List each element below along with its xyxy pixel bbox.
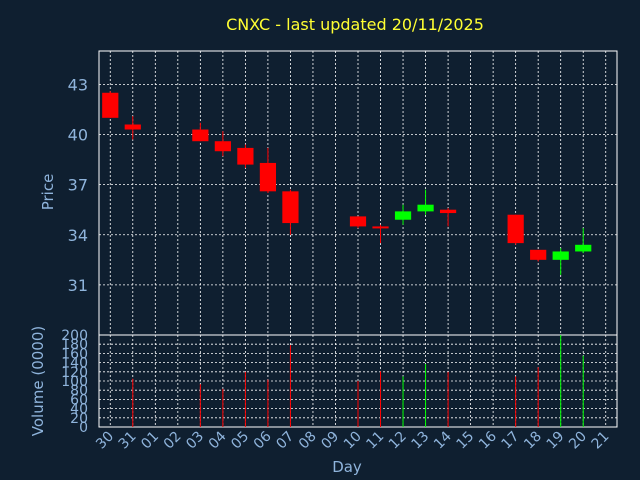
volume-tick-label: 40: [70, 402, 88, 418]
price-tick-label: 43: [68, 75, 88, 94]
price-tick-label: 31: [68, 276, 88, 295]
volume-tick-label: 100: [61, 374, 88, 390]
price-tick-label: 34: [68, 226, 88, 245]
x-tick-label: 07: [273, 429, 297, 453]
x-tick-label: 13: [408, 429, 432, 453]
volume-tick-label: 0: [79, 420, 88, 436]
volume-tick-label: 80: [70, 383, 88, 399]
price-axis-label: Price: [39, 174, 57, 211]
x-axis: 3031010203040506070809101112131415161718…: [93, 428, 612, 452]
x-tick-label: 30: [93, 429, 117, 453]
x-tick-label: 19: [544, 429, 568, 453]
chart-title: CNXC - last updated 20/11/2025: [226, 15, 484, 34]
x-tick-label: 16: [476, 428, 500, 452]
candle-body: [282, 191, 299, 224]
volume-tick-label: 20: [70, 411, 88, 427]
candle-body: [102, 92, 119, 118]
x-tick-label: 21: [589, 429, 613, 453]
candle-body: [552, 251, 569, 260]
price-tick-label: 40: [68, 126, 88, 145]
x-tick-label: 11: [363, 429, 387, 453]
volume-tick-label: 140: [61, 356, 88, 372]
x-tick-label: 14: [431, 428, 455, 452]
x-tick-label: 18: [521, 429, 545, 453]
candle-body: [259, 162, 277, 192]
x-tick-label: 10: [341, 429, 365, 453]
x-tick-label: 12: [386, 429, 410, 453]
volume-tick-label: 60: [70, 392, 88, 408]
candle-body: [214, 141, 231, 152]
price-tick-label: 37: [68, 176, 88, 195]
price-panel: 31 34 37 40 43: [68, 50, 618, 336]
candle-body: [439, 209, 457, 214]
volume-tick-label: 200: [61, 328, 88, 344]
candle-body: [530, 249, 547, 260]
x-tick-label: 04: [206, 428, 230, 452]
candle-body: [192, 129, 209, 142]
volume-tick-label: 160: [61, 346, 88, 362]
x-tick-label: 03: [183, 429, 207, 453]
candle-body: [507, 214, 524, 244]
x-tick-label: 20: [566, 429, 590, 453]
candle-body: [372, 226, 389, 229]
candle-body: [124, 124, 141, 130]
x-tick-label: 08: [296, 429, 320, 453]
candle-body: [417, 204, 434, 212]
candle-body: [575, 244, 592, 252]
x-tick-label: 31: [116, 429, 140, 453]
x-tick-label: 09: [318, 429, 342, 453]
volume-tick-label: 120: [61, 365, 88, 381]
candle-body: [237, 147, 254, 165]
candle-body: [394, 211, 412, 220]
volume-tick-label: 180: [61, 337, 88, 353]
x-axis-label: Day: [332, 458, 362, 476]
x-tick-label: 17: [499, 429, 523, 453]
x-tick-label: 01: [138, 429, 162, 453]
x-tick-label: 15: [454, 429, 478, 453]
volume-axis-label: Volume (0000): [29, 326, 47, 436]
x-tick-label: 06: [251, 428, 275, 452]
candle-body: [349, 216, 367, 227]
x-tick-label: 02: [161, 429, 185, 453]
x-tick-label: 05: [228, 429, 252, 453]
